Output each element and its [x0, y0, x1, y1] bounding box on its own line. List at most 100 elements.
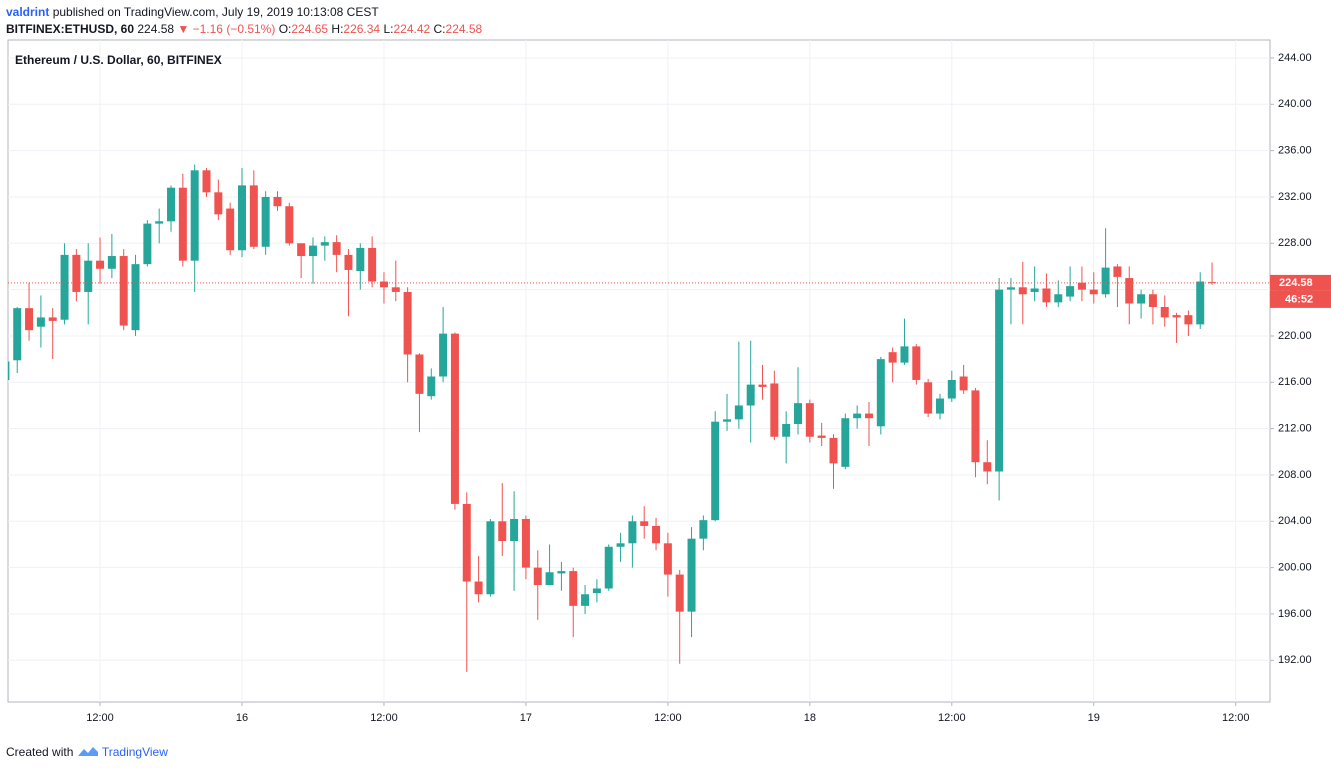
- candle-body: [1184, 315, 1193, 325]
- candle-body: [864, 413, 873, 419]
- candle-body: [1042, 288, 1051, 303]
- header-line: valdrint published on TradingView.com, J…: [6, 5, 379, 19]
- candle-body: [711, 421, 720, 521]
- candle-body: [474, 581, 483, 595]
- candle-body: [1137, 294, 1146, 304]
- candle-body: [983, 462, 992, 472]
- candle-body: [734, 405, 743, 420]
- plot-frame: [7, 39, 1271, 703]
- footer: Created with TradingView: [6, 742, 168, 759]
- candle-body: [368, 247, 377, 282]
- candle-body: [521, 518, 530, 568]
- candle-body: [36, 317, 45, 327]
- candle-body: [1066, 286, 1075, 297]
- candle-body: [178, 187, 187, 261]
- ohlc-label: C:: [433, 22, 446, 36]
- candle-body: [924, 382, 933, 414]
- candle-body: [699, 520, 708, 539]
- candle-body: [84, 260, 93, 292]
- ohlc-value: 224.65: [291, 22, 329, 36]
- candle-body: [462, 503, 471, 582]
- x-tick-label: 12:00: [1222, 712, 1250, 724]
- brand[interactable]: TradingView: [101, 745, 168, 759]
- candle-body: [1125, 278, 1134, 304]
- candle-body: [687, 538, 696, 612]
- candle-body: [214, 192, 223, 215]
- x-tick-label: 19: [1088, 712, 1100, 724]
- last: 224.58: [137, 22, 175, 36]
- candle-body: [900, 346, 909, 363]
- ohlc-value: 226.34: [343, 22, 381, 36]
- footer-text: Created with: [6, 745, 74, 759]
- x-tick-label: 12:00: [370, 712, 398, 724]
- candle-body: [332, 242, 341, 255]
- y-tick-label: 208.00: [1278, 469, 1312, 481]
- candle-body: [533, 567, 542, 586]
- ohlc-label: H:: [331, 22, 344, 36]
- candle-body: [498, 521, 507, 541]
- candle-body: [1006, 287, 1015, 290]
- candle-body: [675, 574, 684, 612]
- y-tick-label: 220.00: [1278, 330, 1312, 342]
- candle-body: [1089, 289, 1098, 295]
- candle-body: [1018, 287, 1027, 295]
- candle-body: [190, 170, 199, 261]
- candle-body: [356, 247, 365, 272]
- x-tick-label: 18: [804, 712, 816, 724]
- candle-body: [817, 435, 826, 438]
- x-tick-label: 12:00: [654, 712, 682, 724]
- candle-body: [545, 572, 554, 586]
- candle-body: [320, 242, 329, 246]
- candle-body: [557, 571, 566, 574]
- candle-body: [261, 196, 270, 247]
- y-tick-label: 240.00: [1278, 98, 1312, 110]
- symbol-line: BITFINEX:ETHUSD, 60 224.58 ▼ −1.16 (−0.5…: [6, 22, 482, 36]
- change: ▼ −1.16 (−0.51%): [177, 22, 276, 36]
- candle-body: [592, 588, 601, 594]
- y-tick-label: 244.00: [1278, 52, 1312, 64]
- candle-body: [249, 185, 258, 247]
- candle-body: [971, 390, 980, 463]
- candle-body: [143, 223, 152, 265]
- candle-body: [238, 185, 246, 251]
- chart-title: Ethereum / U.S. Dollar, 60, BITFINEX: [15, 53, 222, 67]
- candle-body: [1030, 288, 1039, 292]
- candle-body: [60, 254, 69, 320]
- candle-body: [888, 352, 897, 363]
- candle-body: [285, 206, 294, 244]
- candle-body: [107, 256, 116, 269]
- x-tick-label: 17: [520, 712, 532, 724]
- x-tick-label: 12:00: [86, 712, 114, 724]
- x-tick-label: 16: [236, 712, 248, 724]
- published: published on TradingView.com, July 19, 2…: [52, 5, 379, 19]
- candle-body: [297, 243, 306, 257]
- candle-body: [202, 170, 211, 193]
- candle-body: [782, 423, 791, 437]
- author[interactable]: valdrint: [6, 5, 50, 19]
- candle-body: [569, 571, 578, 606]
- y-tick-label: 192.00: [1278, 654, 1312, 666]
- y-tick-label: 212.00: [1278, 423, 1312, 435]
- candle-body: [746, 384, 755, 406]
- candle-body: [628, 521, 637, 544]
- candle-body: [995, 289, 1004, 472]
- ohlc-label: L:: [383, 22, 394, 36]
- y-tick-label: 236.00: [1278, 145, 1312, 157]
- candle-body: [450, 333, 459, 504]
- candle-body: [8, 361, 10, 380]
- logo: [77, 747, 98, 756]
- candle-body: [841, 418, 850, 467]
- candle-body: [427, 376, 436, 397]
- candle-body: [1077, 282, 1086, 290]
- ohlc: O:224.65 H:226.34 L:224.42 C:224.58: [279, 22, 483, 36]
- countdown-tag: [1270, 290, 1331, 308]
- y-tick-label: 228.00: [1278, 237, 1312, 249]
- candle-body: [1172, 315, 1181, 318]
- x-tick-label: 12:00: [938, 712, 966, 724]
- candle-body: [344, 254, 353, 270]
- candle-body: [486, 521, 495, 595]
- candle-body: [723, 419, 732, 422]
- countdown-label: 46:52: [1285, 293, 1313, 305]
- candle-body: [1196, 281, 1205, 325]
